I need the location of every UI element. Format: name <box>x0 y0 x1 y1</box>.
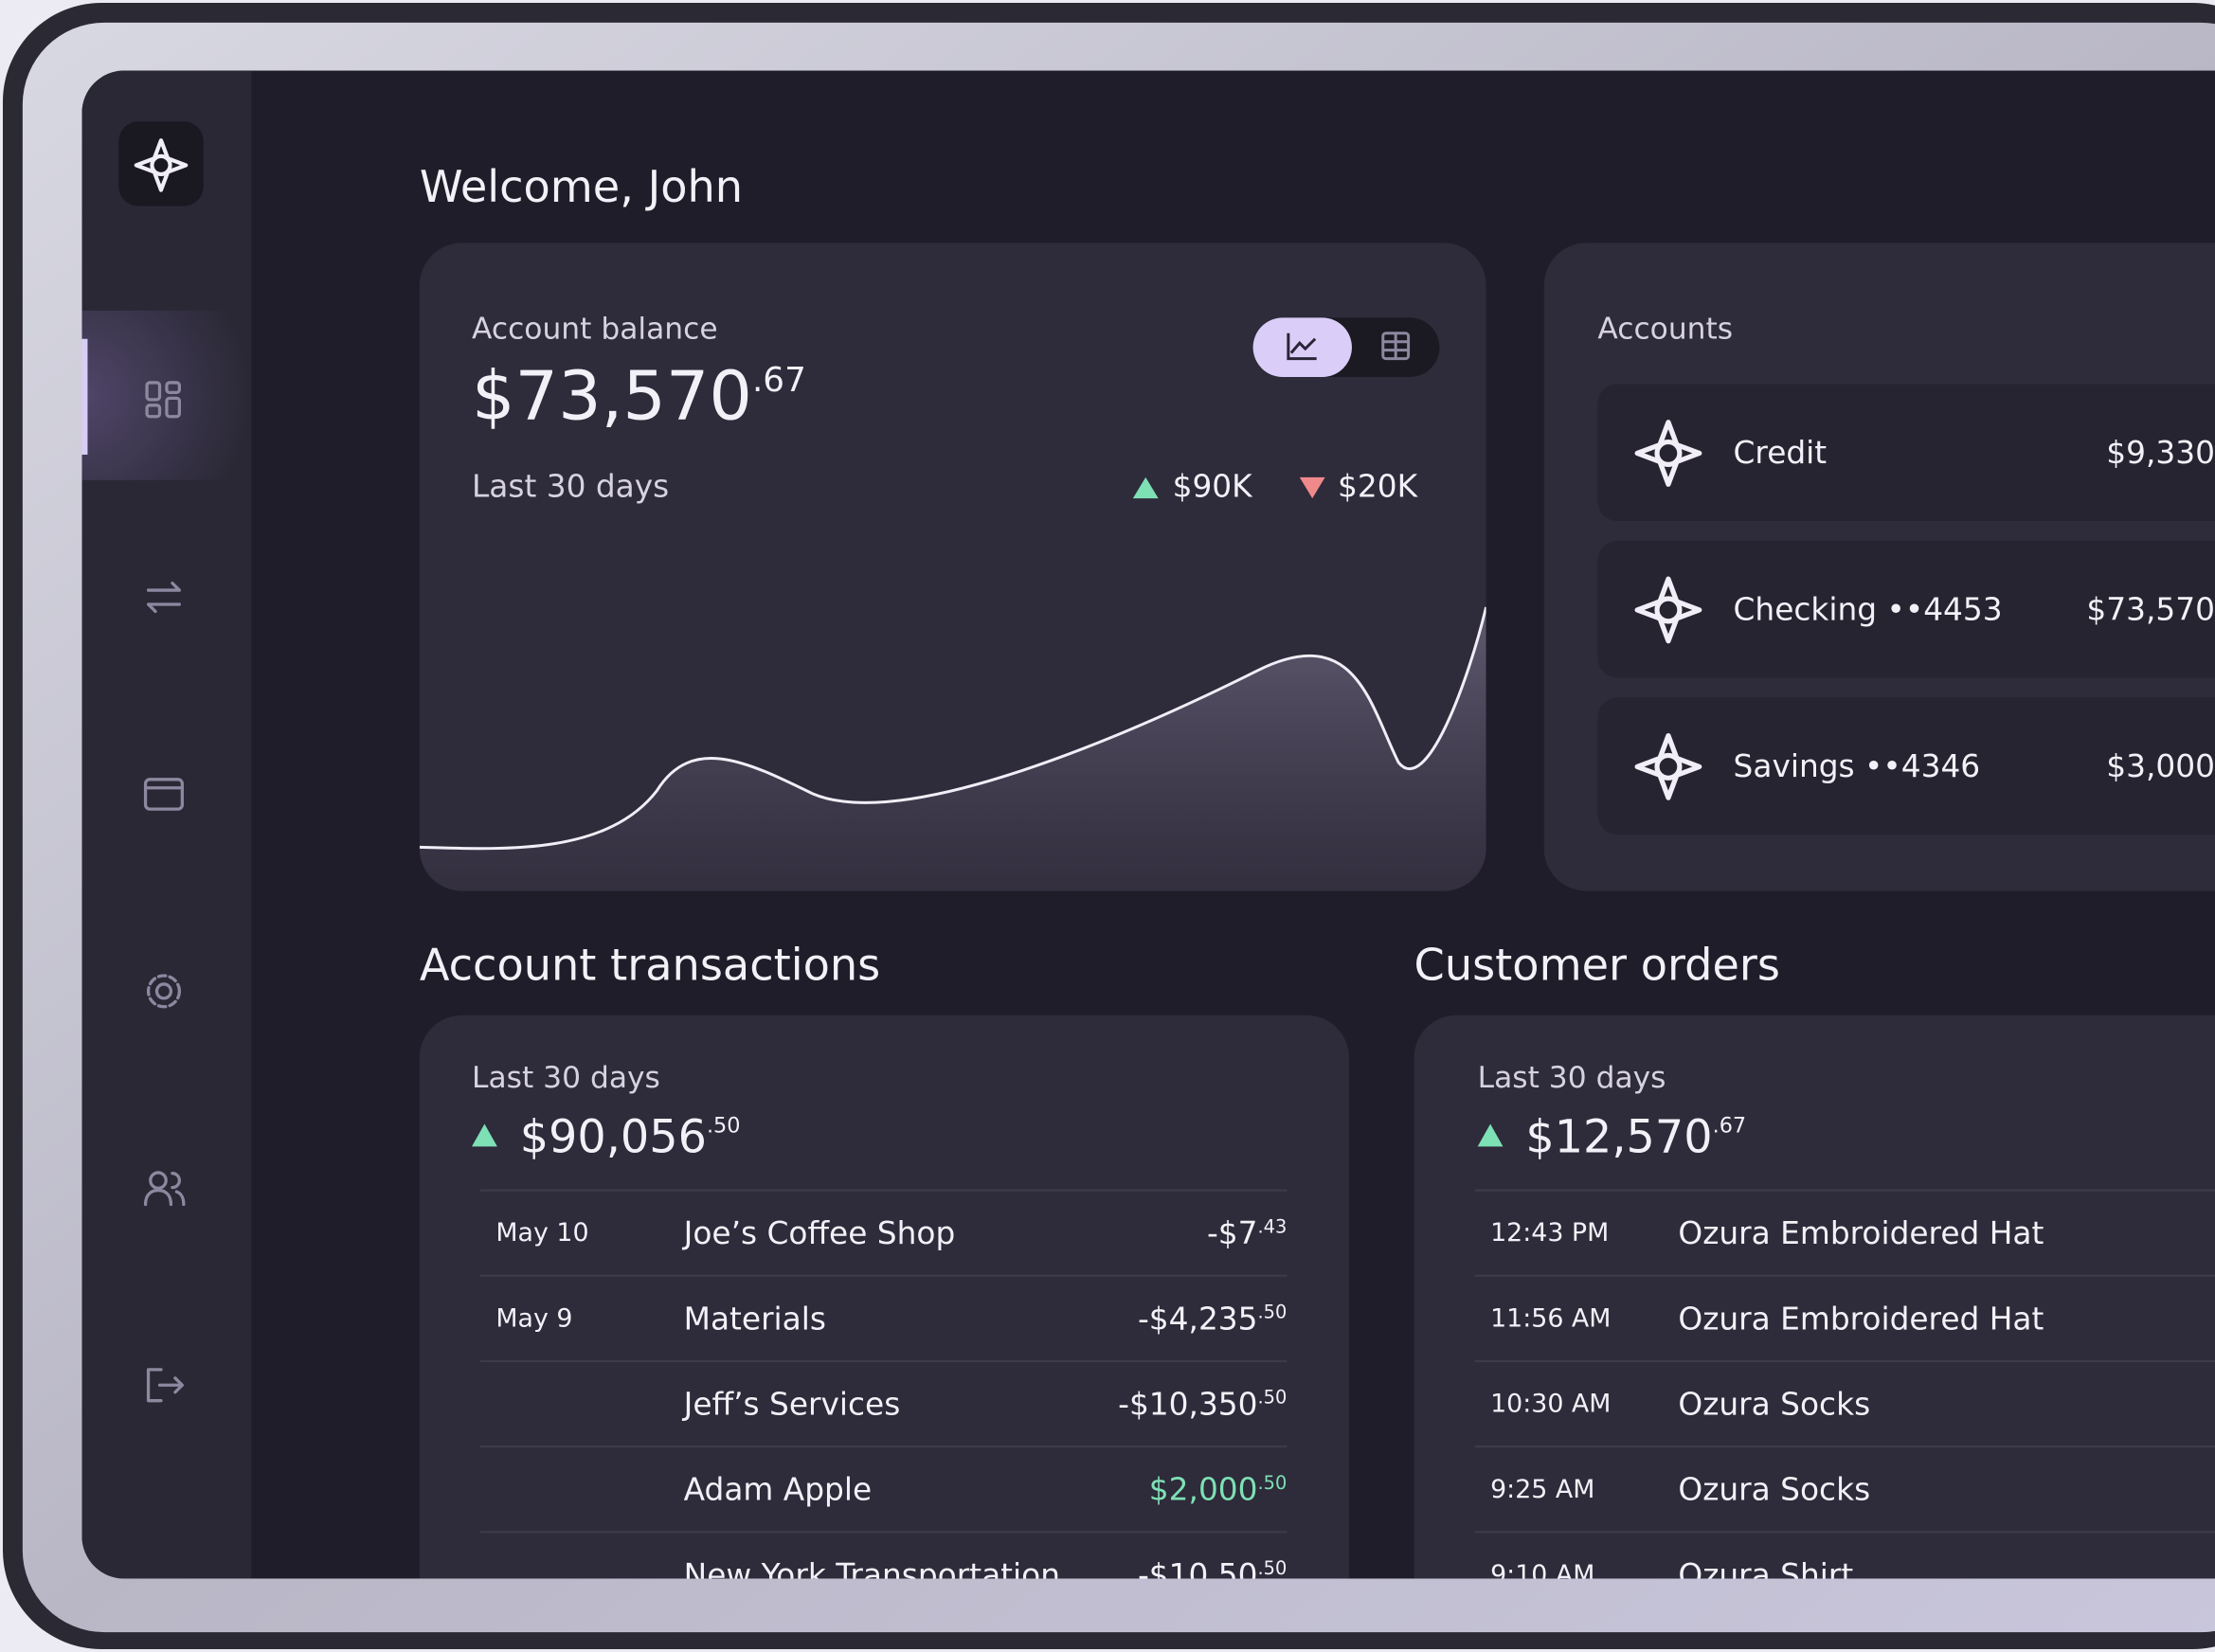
row-name: Adam Apple <box>684 1472 872 1508</box>
row-name: Ozura Embroidered Hat <box>1678 1301 2044 1337</box>
chart-icon <box>1287 332 1317 361</box>
amount-cents: .67 <box>1713 1113 1747 1138</box>
balance-label: Account balance <box>472 313 718 347</box>
amount-main: -$7 <box>1207 1215 1258 1251</box>
row-amount: -$10,350.50 <box>1118 1387 1287 1423</box>
account-amount: $9,330 <box>2106 435 2215 471</box>
row-name: Joe’s Coffee Shop <box>682 1215 956 1251</box>
amount-cents: .43 <box>1258 1215 1288 1237</box>
amount-cents: .67 <box>752 361 806 400</box>
amount-main: $73,570 <box>472 357 752 436</box>
down-arrow <box>1299 476 1325 499</box>
active-indicator <box>81 338 88 455</box>
row-time: 12:43 PM <box>1490 1218 1609 1248</box>
amount-cents: .50 <box>1258 1301 1288 1322</box>
total-up-arrow <box>1477 1123 1504 1147</box>
amount-cents: .50 <box>1258 1472 1288 1494</box>
sidebar <box>81 70 252 1579</box>
balance-up: $90K <box>1173 469 1254 505</box>
row-name: Jeff’s Services <box>682 1387 901 1423</box>
amount-main: -$10,350 <box>1118 1387 1257 1423</box>
row-name: Ozura Socks <box>1678 1472 1870 1508</box>
row-name: Ozura Shirt <box>1678 1557 1853 1593</box>
row-name: Ozura Socks <box>1678 1387 1870 1423</box>
amount-main: -$10.50 <box>1138 1557 1258 1593</box>
account-row[interactable] <box>1597 384 2215 522</box>
account-amount: $3,000 <box>2106 748 2215 784</box>
amount-cents: .50 <box>707 1113 741 1138</box>
list-total: $12,570.67 <box>1525 1111 1746 1163</box>
row-time: 9:10 AM <box>1490 1560 1594 1589</box>
transactions-card <box>419 1015 1349 1579</box>
account-amount: $73,570 <box>2086 591 2215 627</box>
balance-amount: $73,570.67 <box>472 357 806 436</box>
row-date: May 10 <box>495 1218 588 1248</box>
balance-line <box>419 606 1486 851</box>
amount-main: -$4,235 <box>1138 1301 1258 1337</box>
orders-card <box>1414 1015 2215 1579</box>
nav-settings[interactable] <box>146 974 182 1009</box>
account-name: Savings ••4346 <box>1734 748 1981 784</box>
transactions-title: Account transactions <box>420 939 880 990</box>
account-row[interactable] <box>1597 540 2215 678</box>
logo-button[interactable] <box>118 121 204 206</box>
account-row[interactable] <box>1597 697 2215 835</box>
row-date: May 9 <box>495 1303 572 1333</box>
amount-main: $2,000 <box>1149 1472 1258 1508</box>
amount-main: $12,570 <box>1525 1111 1712 1163</box>
nav-logout[interactable] <box>146 1368 184 1403</box>
active-glow <box>81 310 252 480</box>
balance-down: $20K <box>1338 469 1419 505</box>
list-period: Last 30 days <box>1478 1061 1666 1095</box>
row-time: 11:56 AM <box>1490 1303 1611 1333</box>
nav-cards[interactable] <box>143 778 184 811</box>
amount-main: $90,056 <box>520 1111 707 1163</box>
balance-period: Last 30 days <box>472 469 669 505</box>
account-name: Checking ••4453 <box>1734 591 2003 627</box>
table-view-button[interactable] <box>1381 332 1411 361</box>
account-name: Credit <box>1734 435 1828 471</box>
nav-users[interactable] <box>143 1171 186 1207</box>
total-up-arrow <box>472 1123 497 1147</box>
orders-title: Customer orders <box>1414 939 1780 990</box>
nav-dashboard[interactable] <box>145 381 182 419</box>
row-amount: $2,000.50 <box>1149 1472 1288 1508</box>
accounts-title: Accounts <box>1597 313 1733 347</box>
row-time: 9:25 AM <box>1490 1475 1594 1504</box>
row-name: Ozura Embroidered Hat <box>1678 1215 2044 1251</box>
balance-area <box>419 606 1486 891</box>
welcome-title: Welcome, John <box>420 161 743 212</box>
list-total: $90,056.50 <box>520 1111 741 1163</box>
row-amount: -$7.43 <box>1207 1215 1287 1251</box>
up-arrow <box>1132 476 1159 499</box>
row-name: Materials <box>684 1301 826 1337</box>
row-name: New York Transportation <box>684 1557 1060 1593</box>
row-amount: -$10.50.50 <box>1138 1557 1287 1593</box>
row-amount: -$4,235.50 <box>1138 1301 1287 1337</box>
amount-cents: .50 <box>1258 1557 1288 1579</box>
nav-transfers[interactable] <box>146 581 182 614</box>
row-time: 10:30 AM <box>1490 1390 1611 1419</box>
list-period: Last 30 days <box>472 1061 660 1095</box>
amount-cents: .50 <box>1258 1387 1288 1409</box>
